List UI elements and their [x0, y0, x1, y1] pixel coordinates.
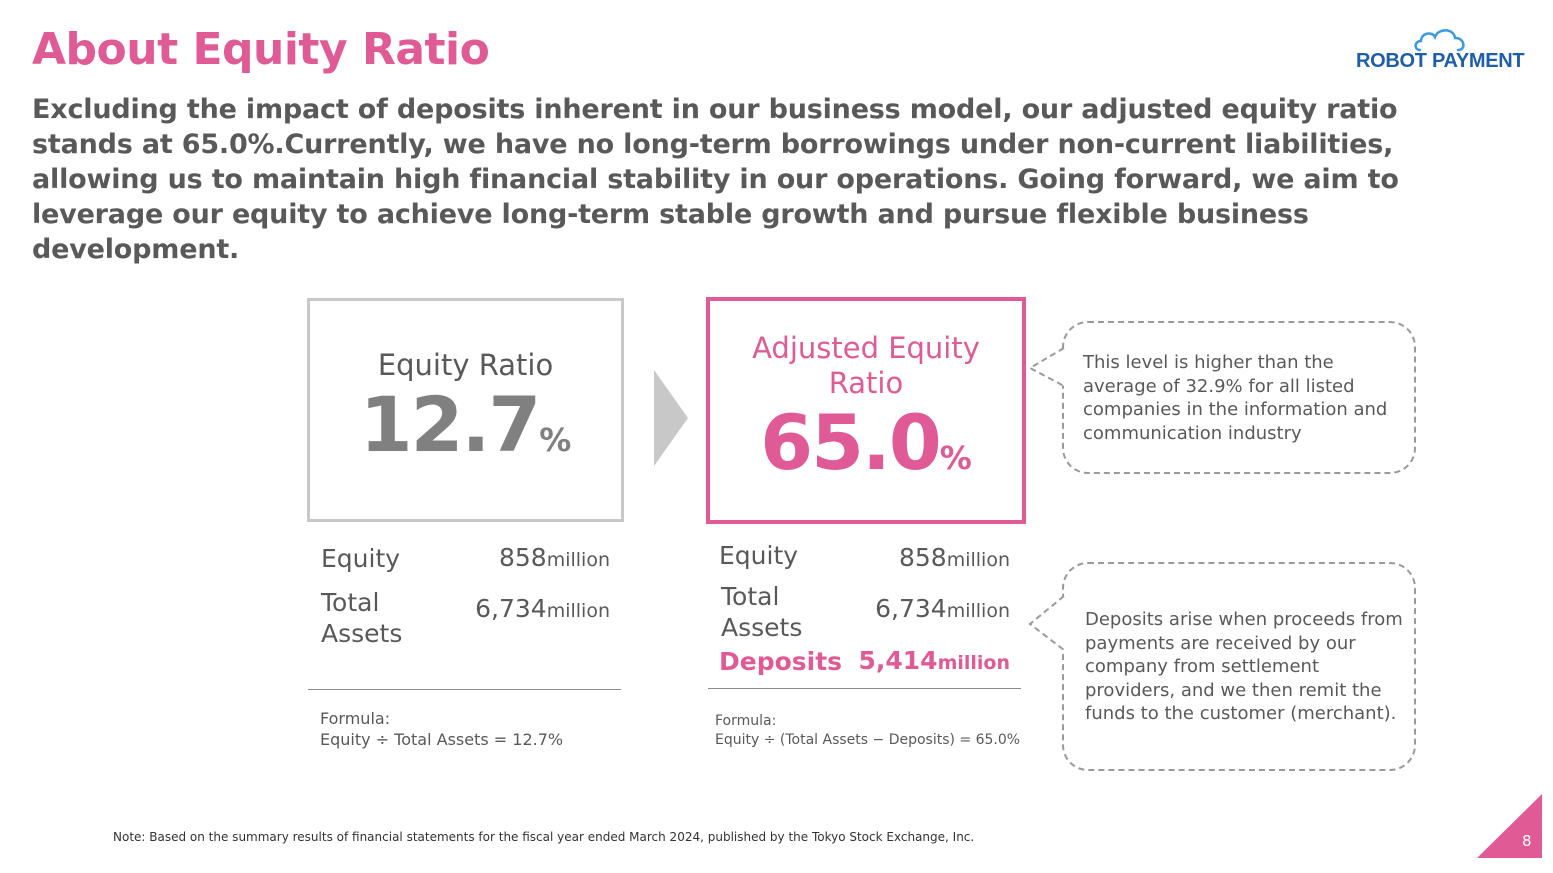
- industry-average-callout: This level is higher than the average of…: [1062, 321, 1416, 474]
- adjusted-equity-ratio-formula: Formula: Equity ÷ (Total Assets − Deposi…: [715, 713, 1021, 748]
- equity-row-label: Equity: [321, 544, 401, 573]
- deposits-row-value: 5,414million: [858, 646, 1010, 675]
- company-logo: ROBOT PAYMENT: [1354, 26, 1530, 76]
- equity-row-value: 858million: [498, 543, 610, 572]
- lead-paragraph: Excluding the impact of deposits inheren…: [32, 94, 1399, 265]
- total-assets-row-label: Total Assets: [321, 588, 403, 648]
- equity-ratio-value: 12.7%: [359, 380, 572, 469]
- callout-tail: [1028, 595, 1065, 651]
- page-number: 8: [1522, 832, 1532, 850]
- adj-total-assets-row-value: 6,734million: [875, 594, 1010, 623]
- cloud-icon: [1414, 29, 1465, 52]
- deposits-callout: Deposits arise when proceeds from paymen…: [1062, 562, 1416, 771]
- equity-ratio-card: Equity Ratio 12.7%: [307, 298, 624, 522]
- divider: [708, 688, 1021, 689]
- total-assets-row-value: 6,734million: [475, 594, 610, 623]
- callout-tail: [1027, 347, 1065, 387]
- adjusted-equity-ratio-label: Adjusted Equity Ratio: [752, 331, 980, 400]
- equity-ratio-formula: Formula: Equity ÷ Total Assets = 12.7%: [320, 709, 564, 749]
- equity-ratio-label: Equity Ratio: [377, 348, 554, 382]
- footnote: Note: Based on the summary results of fi…: [113, 830, 975, 844]
- adj-equity-row-value: 858million: [898, 543, 1010, 572]
- page-corner-decoration: [1477, 794, 1542, 858]
- deposits-row-label: Deposits: [719, 647, 843, 676]
- adjusted-equity-ratio-card: Adjusted Equity Ratio 65.0%: [706, 297, 1026, 524]
- logo-wordmark: ROBOT PAYMENT: [1356, 50, 1525, 72]
- industry-average-text: This level is higher than the average of…: [1083, 352, 1388, 444]
- page-title: About Equity Ratio: [32, 24, 490, 75]
- adj-total-assets-row-label: Total Assets: [721, 582, 803, 642]
- adj-equity-row-label: Equity: [719, 541, 799, 570]
- deposits-explanation-text: Deposits arise when proceeds from paymen…: [1085, 609, 1403, 724]
- divider: [308, 689, 621, 690]
- arrow-right-icon: [654, 370, 688, 466]
- adjusted-equity-ratio-value: 65.0%: [760, 398, 972, 487]
